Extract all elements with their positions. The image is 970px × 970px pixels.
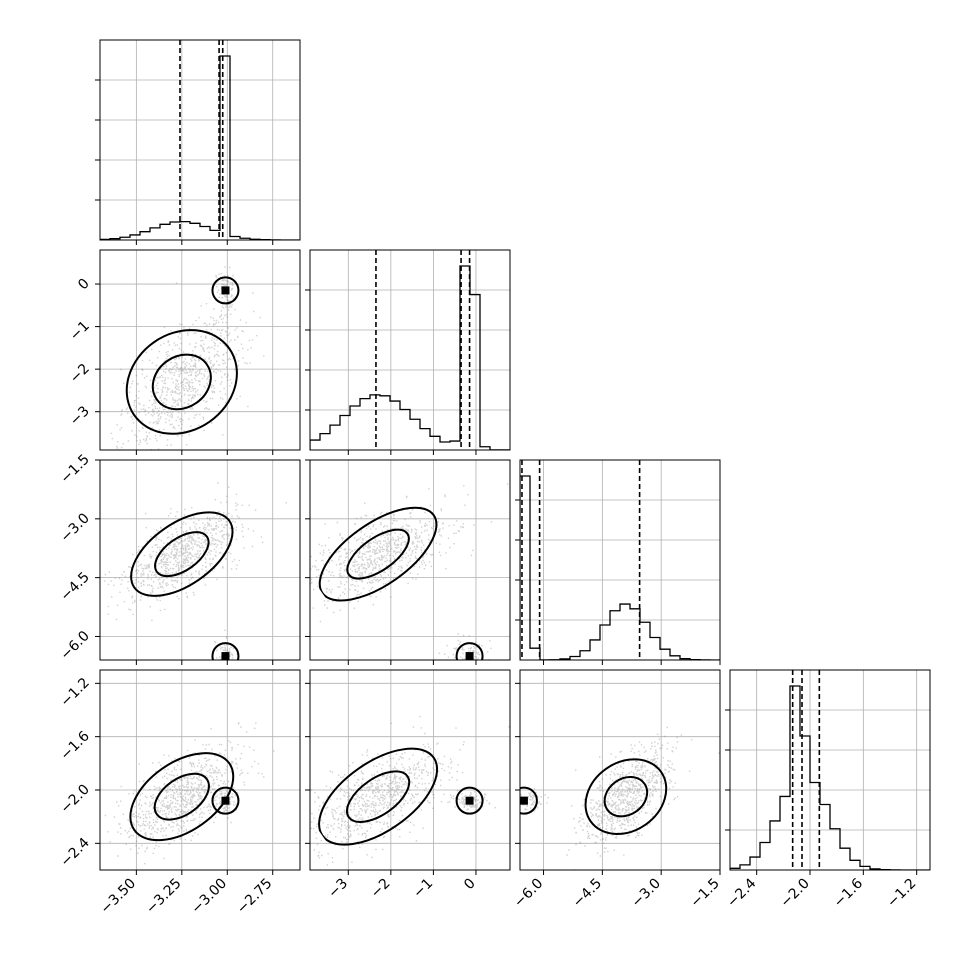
- sample-cloud: [104, 722, 275, 865]
- mode-contour: [520, 786, 538, 815]
- sample-cloud: [310, 715, 510, 866]
- y-tick-label: −3.0: [57, 510, 92, 545]
- contour: [318, 506, 438, 602]
- panel-frame: [309, 669, 511, 871]
- x-tick-label: −3.50: [98, 876, 140, 918]
- panel-frame: [99, 669, 301, 871]
- y-tick-label: −2.0: [57, 782, 92, 817]
- x-tick-label: −2.75: [234, 876, 276, 918]
- y-tick-label: −1.5: [57, 452, 92, 487]
- sample-cloud: [520, 726, 720, 870]
- panel-3-0: −3.50 −3.25 −3.00 −2.75 −2.4 −2.0 −1.6 −1.2: [57, 669, 301, 918]
- panel-3-1: −3 −2 −1 0: [305, 669, 511, 902]
- panel-2-1: [305, 459, 511, 665]
- y-tick-label: −3: [67, 403, 93, 429]
- x-tick-label: −2.0: [777, 876, 812, 911]
- contour: [346, 770, 411, 823]
- mode-contour: [455, 786, 484, 815]
- y-tick-label: −1.2: [57, 675, 92, 710]
- mode-peak: [465, 796, 474, 805]
- mode-contour: [455, 642, 484, 660]
- panel-3-2: −6.0 −4.5 −3.0 −1.5: [511, 669, 723, 911]
- panel-frame: [99, 459, 301, 661]
- y-tick-label: −1: [67, 318, 93, 344]
- contour: [151, 353, 212, 411]
- x-tick-label: 0: [461, 876, 479, 894]
- x-tick-label: −3.25: [143, 876, 185, 918]
- histogram: [310, 265, 510, 450]
- contour: [584, 758, 668, 836]
- panel-frame: [729, 669, 931, 871]
- panel-1-1: [305, 249, 511, 455]
- sample-cloud: [110, 266, 265, 450]
- contour: [346, 528, 410, 580]
- y-tick-label: −2: [67, 361, 93, 387]
- x-tick-label: −6.0: [511, 876, 546, 911]
- panel-frame: [309, 249, 511, 451]
- sample-cloud: [104, 482, 287, 660]
- x-tick-label: −1: [410, 876, 436, 902]
- mode-contour: [211, 786, 240, 815]
- y-tick-label: −4.5: [57, 569, 92, 604]
- y-tick-label: −6.0: [57, 628, 92, 663]
- panel-frame: [99, 249, 301, 451]
- panel-3-3: −2.4 −2.0 −1.6 −1.2: [724, 669, 931, 911]
- y-tick-label: −1.6: [57, 728, 92, 763]
- panel-frame: [309, 459, 511, 661]
- mode-contour: [211, 276, 240, 305]
- contour: [129, 752, 235, 842]
- mode-peak: [520, 796, 528, 805]
- panel-frame: [519, 669, 721, 871]
- x-tick-label: −1.5: [687, 876, 722, 911]
- contour: [153, 772, 210, 821]
- contour: [130, 511, 234, 597]
- contour: [318, 747, 439, 846]
- histogram: [730, 685, 930, 870]
- x-tick-label: −3.00: [188, 876, 230, 918]
- panel-2-2: [515, 459, 721, 665]
- contour: [603, 776, 649, 818]
- histogram: [520, 475, 720, 660]
- x-tick-label: −1.2: [884, 876, 919, 911]
- contour: [125, 329, 238, 435]
- mode-peak: [221, 652, 230, 660]
- panel-0-0: [95, 39, 301, 245]
- histogram: [100, 55, 300, 240]
- y-tick-label: 0: [75, 276, 93, 294]
- mode-contour: [211, 642, 240, 660]
- x-tick-label: −4.5: [570, 876, 605, 911]
- mode-peak: [221, 796, 230, 805]
- panel-frame: [519, 459, 721, 661]
- sample-cloud: [310, 483, 509, 660]
- panel-frame: [99, 39, 301, 241]
- x-tick-label: −2: [368, 876, 394, 902]
- x-tick-label: −3: [325, 876, 351, 902]
- contour: [154, 531, 210, 578]
- panel-1-0: −3 −2 −1 0: [67, 249, 301, 455]
- x-tick-label: −1.6: [831, 875, 866, 910]
- x-tick-label: −3.0: [629, 876, 664, 911]
- y-tick-label: −2.4: [57, 835, 92, 870]
- x-tick-label: −2.4: [724, 875, 759, 910]
- mode-peak: [465, 652, 474, 660]
- mode-peak: [221, 286, 230, 295]
- panel-2-0: −6.0 −4.5 −3.0 −1.5: [57, 452, 301, 665]
